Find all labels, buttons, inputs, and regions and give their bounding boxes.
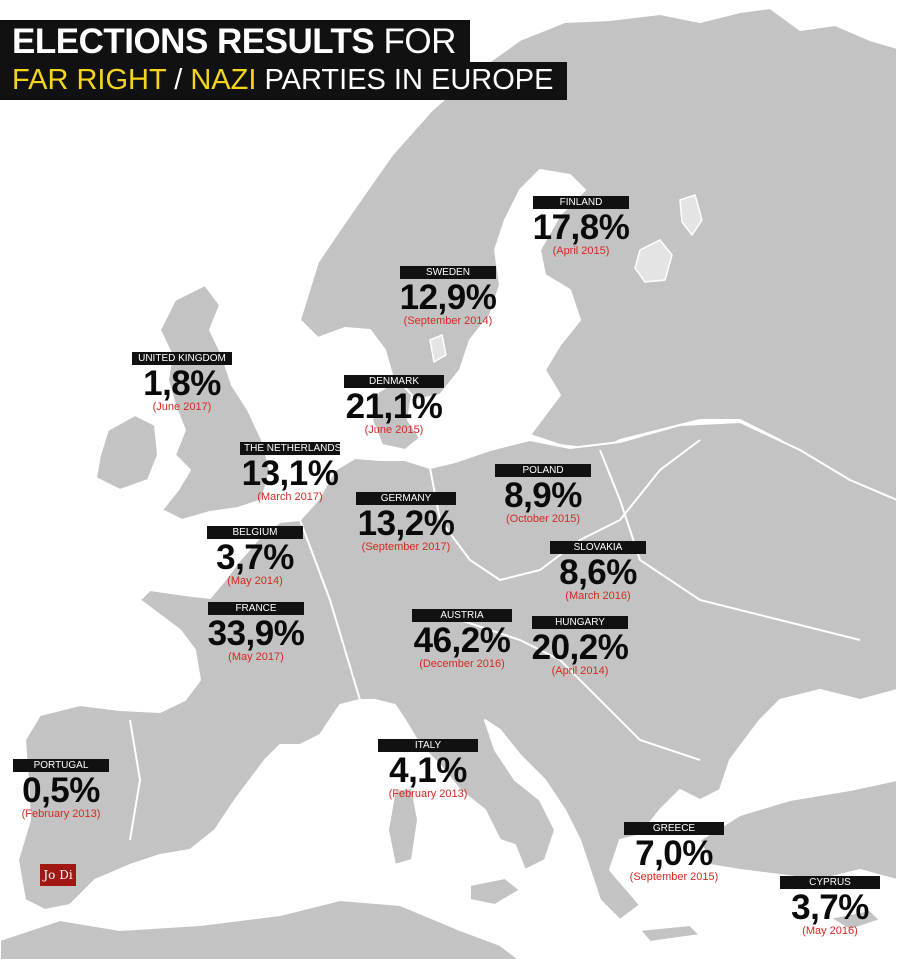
country-date: (June 2017) <box>152 401 212 413</box>
country-date: (December 2016) <box>419 658 505 670</box>
country-percent: 20,2% <box>531 628 629 667</box>
country-percent: 17,8% <box>532 208 630 247</box>
country-date: (February 2013) <box>388 788 468 800</box>
country-sweden: SWEDEN 12,9% (September 2014) <box>388 262 508 328</box>
country-percent: 8,9% <box>504 476 582 515</box>
country-name: FRANCE <box>208 602 304 615</box>
title-for: FOR <box>383 22 457 61</box>
country-date: (May 2016) <box>802 925 858 937</box>
country-name: FINLAND <box>533 196 629 209</box>
country-name: POLAND <box>495 464 591 477</box>
country-the-netherlands: THE NETHERLANDS 13,1% (March 2017) <box>230 438 350 504</box>
title-bold: ELECTIONS RESULTS <box>12 22 375 61</box>
country-name: SLOVAKIA <box>550 541 646 554</box>
lake-ladoga <box>634 239 673 283</box>
country-date: (May 2017) <box>228 651 284 663</box>
country-date: (September 2015) <box>629 871 719 883</box>
title-line-2: FAR RIGHT / NAZI PARTIES IN EUROPE <box>0 62 568 100</box>
country-date: (May 2014) <box>227 575 283 587</box>
country-percent: 13,2% <box>357 504 455 543</box>
country-name: HUNGARY <box>532 616 628 629</box>
title-far-right: FAR RIGHT <box>12 64 167 96</box>
title-rest: PARTIES IN EUROPE <box>264 64 554 96</box>
border-lines-central <box>429 439 701 582</box>
land-sicily <box>469 877 521 906</box>
country-percent: 7,0% <box>635 834 713 873</box>
country-cyprus: CYPRUS 3,7% (May 2016) <box>774 872 886 938</box>
country-name: GREECE <box>624 822 724 835</box>
country-date: (March 2017) <box>257 491 323 503</box>
border-line-iberia <box>129 719 142 841</box>
country-percent: 0,5% <box>22 771 100 810</box>
country-percent: 8,6% <box>559 553 637 592</box>
country-percent: 21,1% <box>345 387 443 426</box>
country-hungary: HUNGARY 20,2% (April 2014) <box>522 612 638 678</box>
country-belgium: BELGIUM 3,7% (May 2014) <box>200 522 310 588</box>
country-percent: 33,9% <box>207 614 305 653</box>
map-title: ELECTIONS RESULTS FOR FAR RIGHT / NAZI P… <box>0 20 568 100</box>
land-crete <box>639 924 701 943</box>
country-finland: FINLAND 17,8% (April 2015) <box>526 192 636 258</box>
title-line-1: ELECTIONS RESULTS FOR <box>0 20 470 64</box>
country-name: UNITED KINGDOM <box>132 352 232 365</box>
country-italy: ITALY 4,1% (February 2013) <box>370 735 486 801</box>
country-percent: 1,8% <box>143 364 221 403</box>
country-percent: 46,2% <box>413 621 511 660</box>
country-name: DENMARK <box>344 375 444 388</box>
title-slash: / <box>174 64 183 96</box>
border-lines-balkans <box>459 619 701 761</box>
country-date: (September 2017) <box>361 541 451 553</box>
country-name: ITALY <box>378 739 478 752</box>
country-name: CYPRUS <box>780 876 880 889</box>
land-denmark <box>371 379 421 451</box>
country-slovakia: SLOVAKIA 8,6% (March 2016) <box>542 537 654 603</box>
country-name: BELGIUM <box>207 526 303 539</box>
country-percent: 3,7% <box>216 538 294 577</box>
land-great-britain <box>159 284 271 521</box>
country-germany: GERMANY 13,2% (September 2017) <box>346 488 466 554</box>
land-scandinavia <box>299 7 897 521</box>
border-lines-west <box>299 519 361 701</box>
lake-onega <box>679 194 703 237</box>
country-date: (June 2015) <box>364 424 424 436</box>
country-date: (March 2016) <box>565 590 631 602</box>
country-portugal: PORTUGAL 0,5% (February 2013) <box>8 755 114 821</box>
land-continent <box>17 421 897 921</box>
country-percent: 3,7% <box>791 888 869 927</box>
country-united-kingdom: UNITED KINGDOM 1,8% (June 2017) <box>124 348 240 414</box>
country-austria: AUSTRIA 46,2% (December 2016) <box>404 605 520 671</box>
country-date: (September 2014) <box>403 315 493 327</box>
lake-vanern <box>429 333 447 364</box>
country-percent: 4,1% <box>389 751 467 790</box>
land-sardinia <box>387 787 419 866</box>
land-turkey <box>699 779 897 881</box>
country-percent: 12,9% <box>399 278 497 317</box>
country-name: SWEDEN <box>400 266 496 279</box>
country-date: (April 2014) <box>551 665 609 677</box>
country-name: THE NETHERLANDS <box>240 442 341 455</box>
border-lines-east <box>599 449 861 641</box>
country-poland: POLAND 8,9% (October 2015) <box>488 460 598 526</box>
country-greece: GREECE 7,0% (September 2015) <box>614 818 734 884</box>
title-nazi: NAZI <box>190 64 257 96</box>
country-percent: 13,1% <box>241 454 339 493</box>
land-north-africa <box>0 899 521 960</box>
author-logo: Jo Di <box>40 864 76 886</box>
country-date: (October 2015) <box>506 513 580 525</box>
country-name: AUSTRIA <box>412 609 512 622</box>
land-cyprus <box>829 909 881 931</box>
country-name: PORTUGAL <box>13 759 109 772</box>
country-date: (February 2013) <box>21 808 101 820</box>
country-denmark: DENMARK 21,1% (June 2015) <box>334 371 454 437</box>
country-name: GERMANY <box>356 492 456 505</box>
land-ireland <box>95 414 159 491</box>
country-date: (April 2015) <box>552 245 610 257</box>
country-france: FRANCE 33,9% (May 2017) <box>200 598 312 664</box>
